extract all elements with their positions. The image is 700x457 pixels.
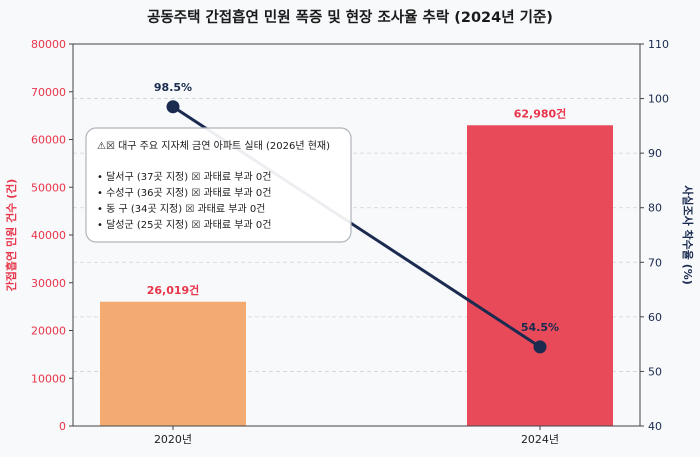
left-tick-label: 70000 xyxy=(31,86,66,99)
rate-data-label: 54.5% xyxy=(521,321,559,334)
annotation-title: ⚠☒ 대구 주요 지자체 금연 아파트 실태 (2026년 현재) xyxy=(97,140,330,152)
right-tick-label: 40 xyxy=(648,420,662,433)
left-tick-label: 0 xyxy=(59,420,66,433)
x-tick-label: 2024년 xyxy=(521,433,559,446)
annotation-line: • 동 구 (34곳 지정) ☒ 과태료 부과 0건 xyxy=(97,203,265,215)
right-tick-label: 60 xyxy=(648,311,662,324)
right-tick-label: 100 xyxy=(648,93,669,106)
bar-data-label: 62,980건 xyxy=(514,106,567,120)
left-tick-label: 40000 xyxy=(31,229,66,242)
annotation-line: • 달성군 (25곳 지정) ☒ 과태료 부과 0건 xyxy=(97,219,271,231)
annotation-box: ⚠☒ 대구 주요 지자체 금연 아파트 실태 (2026년 현재) • 달서구 … xyxy=(85,127,352,243)
rate-data-label: 98.5% xyxy=(154,81,192,94)
right-axis-label: 사실조사 착수율 (%) xyxy=(681,185,695,285)
bar xyxy=(467,125,613,426)
rate-point xyxy=(166,100,180,114)
rate-point xyxy=(533,340,547,354)
bar-data-label: 26,019건 xyxy=(147,283,200,297)
right-tick-label: 110 xyxy=(648,38,669,51)
right-tick-label: 90 xyxy=(648,147,662,160)
right-tick-label: 80 xyxy=(648,202,662,215)
left-tick-label: 20000 xyxy=(31,325,66,338)
x-tick-label: 2020년 xyxy=(154,433,192,446)
left-tick-label: 10000 xyxy=(31,372,66,385)
bar xyxy=(100,301,246,426)
left-tick-label: 50000 xyxy=(31,181,66,194)
left-axis-label: 간접흡연 민원 건수 (건) xyxy=(4,179,18,292)
right-tick-label: 50 xyxy=(648,365,662,378)
right-tick-label: 70 xyxy=(648,256,662,269)
annotation-line: • 달서구 (37곳 지정) ☒ 과태료 부과 0건 xyxy=(97,171,271,183)
left-tick-label: 60000 xyxy=(31,134,66,147)
left-tick-label: 80000 xyxy=(31,38,66,51)
left-tick-label: 30000 xyxy=(31,277,66,290)
annotation-line: • 수성구 (36곳 지정) ☒ 과태료 부과 0건 xyxy=(97,187,271,199)
chart-title: 공동주택 간접흡연 민원 폭증 및 현장 조사율 추락 (2024년 기준) xyxy=(147,8,553,26)
plot-frame xyxy=(72,43,641,427)
